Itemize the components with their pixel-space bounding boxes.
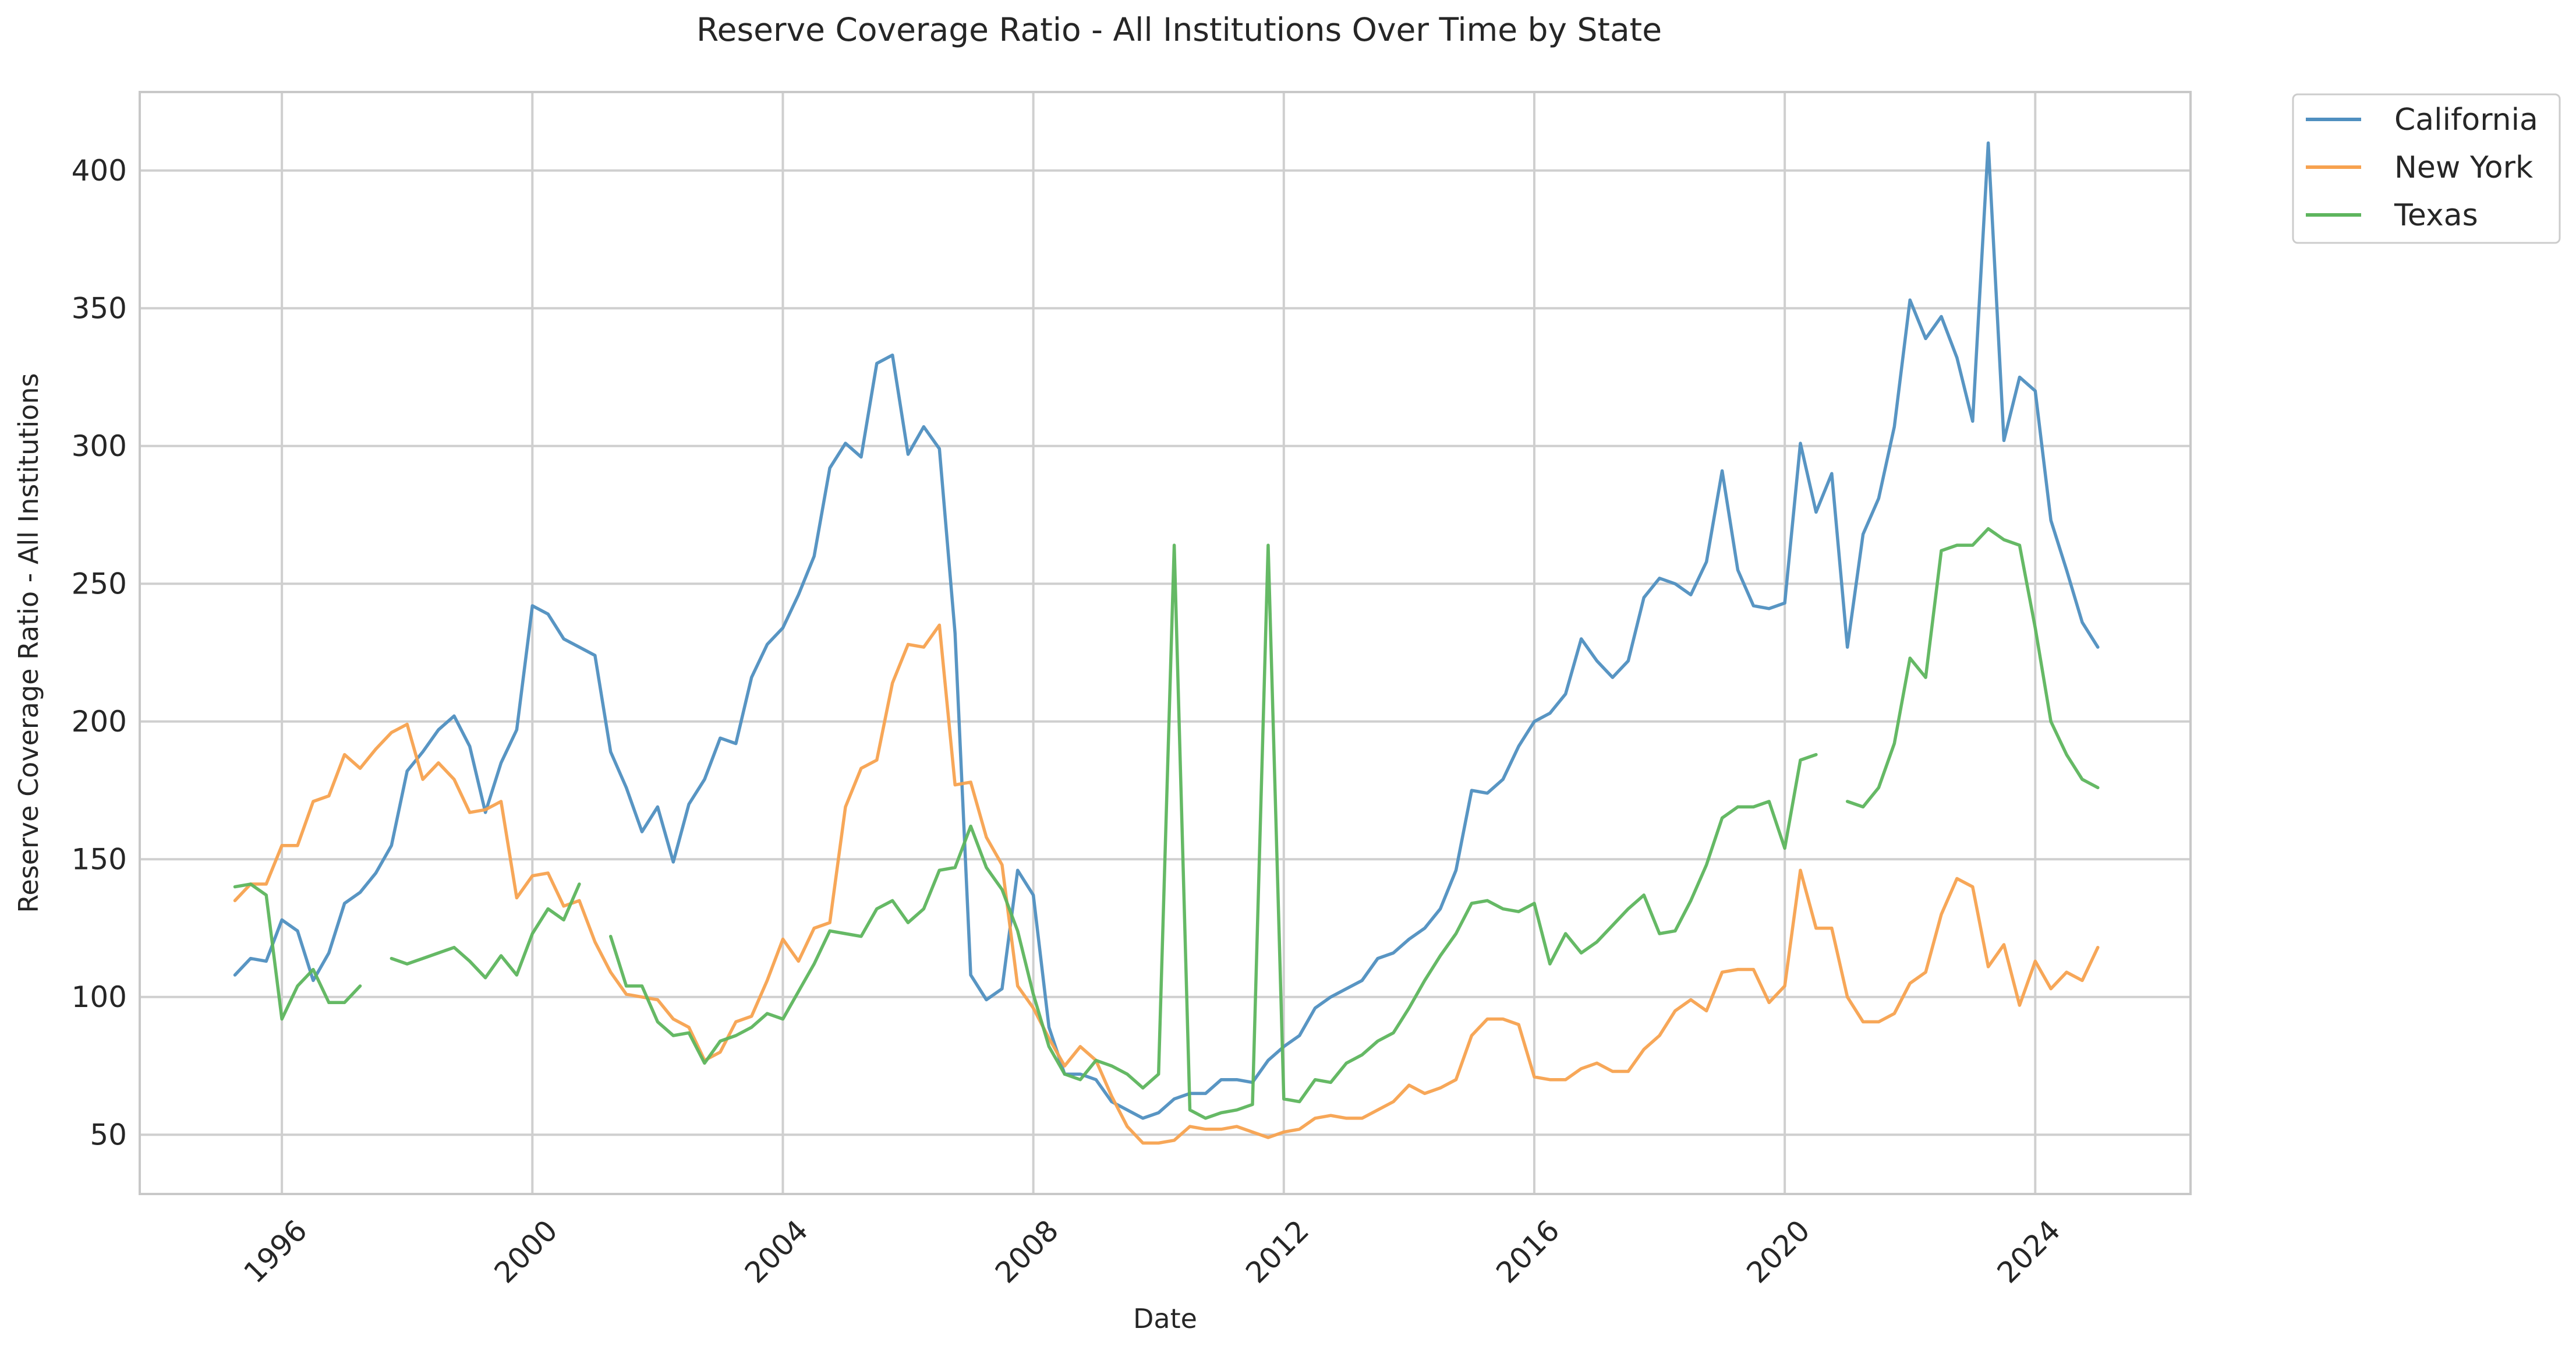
series-lines — [233, 141, 2100, 1145]
plot-frame — [139, 91, 2192, 1195]
y-tick-label: 100 — [72, 980, 127, 1014]
x-tick-label: 1996 — [238, 1213, 314, 1290]
y-axis-ticks: 50 100 150 200 250 300 350 400 — [72, 154, 127, 1152]
series-line-new-york — [233, 623, 2100, 1145]
x-tick-label: 2000 — [488, 1213, 564, 1290]
legend-label-texas: Texas — [2394, 198, 2478, 233]
grid — [140, 92, 2191, 1194]
y-tick-label: 50 — [90, 1118, 127, 1151]
x-tick-label: 2024 — [1991, 1213, 2067, 1290]
y-tick-label: 400 — [72, 154, 127, 188]
chart-title: Reserve Coverage Ratio - All Institution… — [696, 11, 1662, 48]
x-tick-label: 2004 — [738, 1213, 815, 1290]
x-tick-label: 2016 — [1489, 1213, 1566, 1290]
y-tick-label: 300 — [72, 429, 127, 463]
legend: California New York Texas — [2292, 93, 2561, 244]
y-tick-label: 250 — [72, 567, 127, 600]
x-axis-label: Date — [1133, 1303, 1197, 1334]
y-axis-label: Reserve Coverage Ratio - All Institution… — [13, 373, 44, 913]
x-tick-label: 2020 — [1740, 1213, 1817, 1290]
legend-label-new-york: New York — [2394, 150, 2533, 185]
x-tick-label: 2008 — [989, 1213, 1065, 1290]
series-line-california — [233, 141, 2100, 1120]
legend-box — [2292, 93, 2561, 244]
y-tick-label: 200 — [72, 705, 127, 739]
series-line-texas — [233, 527, 2100, 1120]
y-tick-label: 150 — [72, 842, 127, 876]
x-tick-label: 2012 — [1239, 1213, 1315, 1290]
legend-label-california: California — [2394, 103, 2538, 137]
y-tick-label: 350 — [72, 291, 127, 325]
x-axis-ticks: 1996 2000 2004 2008 2012 2016 2020 2024 — [238, 1213, 2067, 1290]
